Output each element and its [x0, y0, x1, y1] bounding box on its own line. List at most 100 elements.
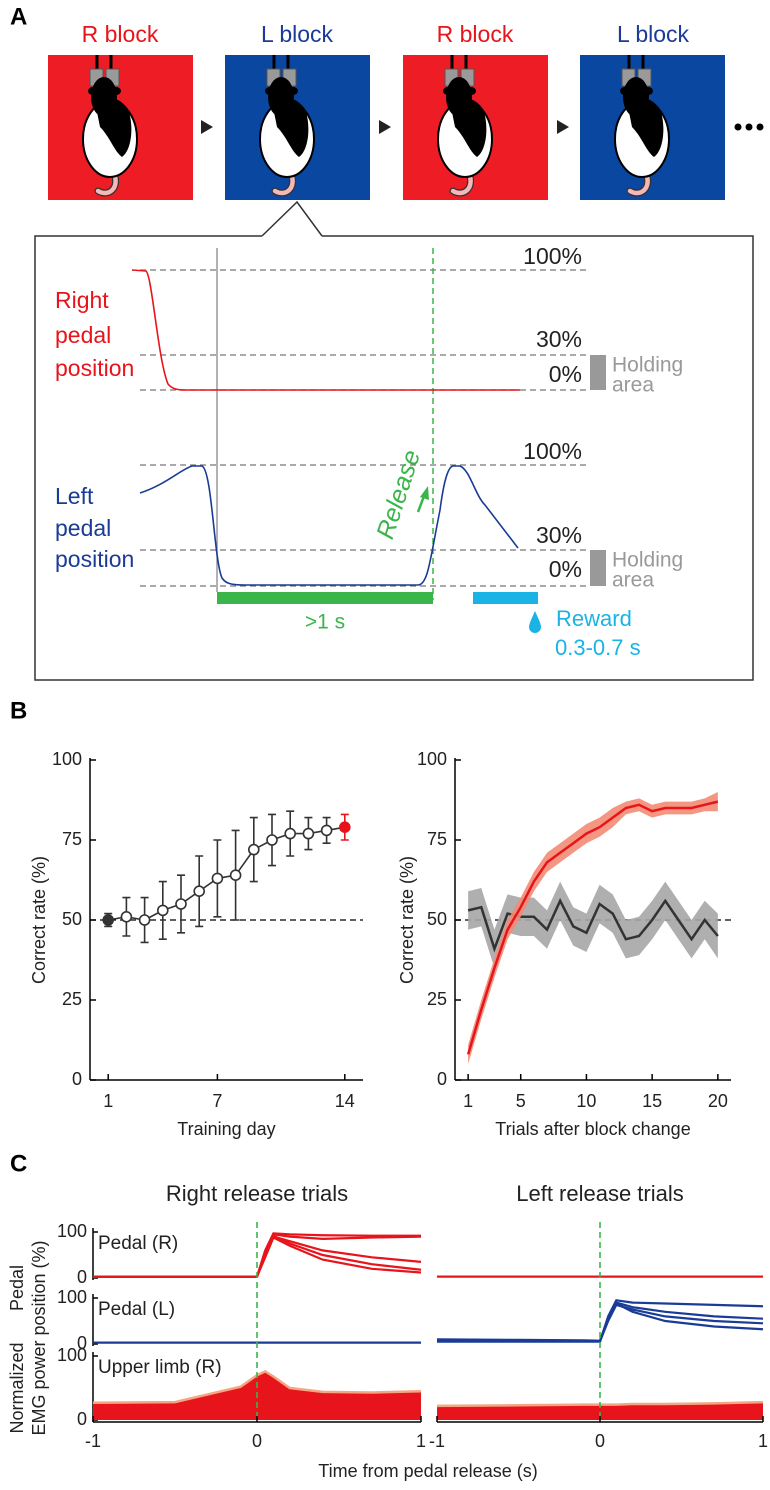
- panel-title: Right release trials: [166, 1181, 348, 1206]
- y-tick-label: 75: [427, 829, 447, 849]
- release-arrow: [420, 486, 429, 500]
- series-line: [467, 897, 719, 953]
- y-tick-label: 50: [62, 909, 82, 929]
- y-tick-label: 0: [72, 1069, 82, 1089]
- data-point: [157, 904, 169, 917]
- ellipsis-dot: [745, 123, 753, 131]
- y-tick-label: 100: [57, 1221, 87, 1241]
- data-point: [248, 843, 260, 856]
- trace-label: pedal: [55, 322, 111, 348]
- error-band: [468, 881, 718, 968]
- x-tick-label: 14: [335, 1091, 355, 1111]
- x-tick-label: 1: [103, 1091, 113, 1111]
- level-label: 0%: [549, 556, 582, 582]
- row-label: Upper limb (R): [98, 1357, 222, 1378]
- holding-label: area: [612, 374, 654, 397]
- x-axis-label: Training day: [177, 1119, 275, 1139]
- holding-bar: [590, 355, 606, 390]
- panel-title: Left release trials: [516, 1181, 684, 1206]
- y-tick-label: 100: [52, 749, 82, 769]
- y-tick-label: 100: [57, 1287, 87, 1307]
- ellipsis-dot: [756, 123, 764, 131]
- ellipsis-dot: [734, 123, 742, 131]
- holding-label: Holding: [612, 549, 683, 572]
- level-label: 100%: [523, 438, 582, 464]
- x-tick-label: 5: [516, 1091, 526, 1111]
- data-point: [138, 914, 151, 926]
- x-tick-label: 7: [212, 1091, 222, 1111]
- duration-label: >1 s: [305, 611, 345, 634]
- data-point: [211, 872, 224, 885]
- level-label: 30%: [536, 522, 582, 548]
- level-label: 30%: [536, 326, 582, 352]
- level-label: 0%: [549, 361, 582, 387]
- trial-trace: [436, 1302, 764, 1342]
- y-tick-label: 100: [57, 1345, 87, 1365]
- trial-trace: [93, 1236, 422, 1278]
- trace-label: position: [55, 546, 134, 572]
- level-label: 100%: [523, 243, 582, 269]
- emg-edge: [436, 1400, 764, 1408]
- y-axis-label: position (%): [29, 1240, 49, 1335]
- release-label: Release: [371, 447, 426, 543]
- y-tick-label: 75: [62, 829, 82, 849]
- x-tick-label: 1: [758, 1431, 768, 1451]
- release-arrow: [416, 495, 426, 513]
- reward-label: 0.3-0.7 s: [555, 635, 641, 660]
- holding-label: area: [612, 569, 654, 592]
- y-axis-label: Correct rate (%): [397, 856, 417, 984]
- x-tick-label: -1: [429, 1431, 445, 1451]
- trace-label: Right: [55, 287, 109, 313]
- hold-bar: [217, 592, 433, 604]
- arrow: [379, 120, 391, 134]
- y-tick-label: 25: [427, 989, 447, 1009]
- trace-label: Left: [55, 483, 94, 509]
- data-point: [102, 914, 114, 926]
- trace-label: pedal: [55, 515, 111, 541]
- y-tick-label: 0: [77, 1333, 87, 1353]
- reward-bar: [473, 592, 538, 604]
- emg-edge: [92, 1369, 422, 1404]
- y-axis-label: Normalized: [7, 1342, 27, 1433]
- block-sequence: R block L block R block L block: [48, 21, 764, 200]
- block-label: R block: [82, 21, 159, 47]
- holding-label: Holding: [612, 354, 683, 377]
- emg-area: [437, 1402, 763, 1420]
- x-tick-label: -1: [85, 1431, 101, 1451]
- data-point: [320, 824, 333, 837]
- x-axis-label: Time from pedal release (s): [318, 1461, 537, 1481]
- x-tick-label: 10: [576, 1091, 596, 1111]
- x-tick-label: 20: [708, 1091, 728, 1111]
- y-axis-label: Pedal: [7, 1265, 27, 1311]
- data-point: [284, 827, 297, 840]
- x-axis-label: Trials after block change: [495, 1119, 690, 1139]
- y-tick-label: 0: [77, 1409, 87, 1429]
- droplet-icon: [529, 611, 541, 633]
- data-point: [229, 869, 242, 882]
- x-tick-label: 0: [595, 1431, 605, 1451]
- block-label: L block: [261, 21, 334, 47]
- series-line: [466, 800, 719, 1055]
- y-axis-label: EMG power: [29, 1340, 49, 1435]
- y-tick-label: 0: [77, 1267, 87, 1287]
- left-pedal-trace: [139, 465, 519, 586]
- holding-bar: [590, 550, 606, 586]
- arrow: [557, 120, 569, 134]
- series-line: [108, 826, 345, 921]
- data-point: [338, 821, 351, 834]
- block-label: L block: [617, 21, 690, 47]
- panel-label: C: [10, 1150, 27, 1177]
- data-point: [120, 910, 133, 923]
- right-pedal-trace: [131, 269, 520, 391]
- x-tick-label: 1: [463, 1091, 473, 1111]
- y-axis-label: Correct rate (%): [29, 856, 49, 984]
- panel-label: A: [10, 3, 27, 30]
- row-label: Pedal (R): [98, 1233, 178, 1254]
- trial-schematic: Right pedal position Left pedal position…: [34, 200, 754, 681]
- y-tick-label: 0: [437, 1069, 447, 1089]
- y-tick-label: 25: [62, 989, 82, 1009]
- panel-label: B: [10, 697, 27, 724]
- arrow: [201, 120, 213, 134]
- y-tick-label: 50: [427, 909, 447, 929]
